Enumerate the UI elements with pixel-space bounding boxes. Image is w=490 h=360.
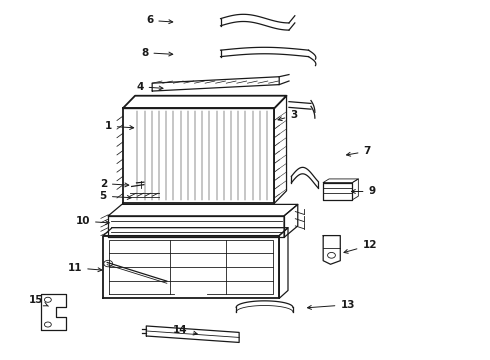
Text: 5: 5	[99, 191, 131, 201]
Text: 13: 13	[308, 300, 355, 310]
Text: 7: 7	[346, 146, 371, 156]
Text: 8: 8	[141, 48, 173, 58]
Text: 3: 3	[278, 111, 297, 121]
Text: 14: 14	[173, 325, 197, 335]
Text: 2: 2	[99, 179, 129, 189]
Text: 15: 15	[28, 295, 49, 306]
Text: 4: 4	[136, 82, 163, 92]
Text: 11: 11	[68, 263, 102, 273]
Text: 1: 1	[104, 121, 134, 131]
Text: 6: 6	[146, 15, 173, 26]
Text: 9: 9	[351, 186, 376, 197]
Text: 12: 12	[344, 240, 377, 253]
Text: 10: 10	[75, 216, 109, 226]
